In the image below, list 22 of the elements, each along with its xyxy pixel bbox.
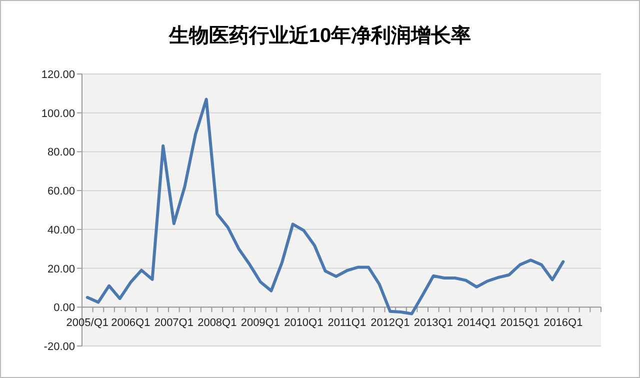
- y-tick-label: 40.00: [47, 224, 75, 236]
- x-tick-label: 2015Q1: [500, 317, 540, 330]
- x-tick-label: 2008Q1: [198, 317, 237, 330]
- y-tick-label: 0.00: [54, 302, 75, 314]
- x-tick-label: 2014Q1: [457, 317, 496, 330]
- x-tick-label: 2012Q1: [370, 317, 410, 330]
- line-series: [86, 98, 565, 316]
- x-tick-label: 2006Q1: [111, 317, 150, 330]
- x-tick-label: 2010Q1: [284, 317, 324, 330]
- y-tick-label: 60.00: [47, 186, 75, 198]
- y-tick-label: 20.00: [47, 263, 75, 276]
- x-tick-label: 2013Q1: [414, 317, 453, 330]
- chart-title: 生物医药行业近10年净利润增长率: [168, 24, 472, 47]
- y-tick-label: 120.00: [41, 69, 75, 81]
- y-tick-label: 100.00: [41, 108, 75, 120]
- y-tick-label: 80.00: [47, 146, 75, 159]
- x-tick-label: 2016Q1: [544, 317, 583, 330]
- x-tick-label: 2007Q1: [154, 317, 194, 330]
- x-tick-label: 2011Q1: [328, 317, 366, 330]
- x-tick-label: 2005/Q1: [66, 317, 109, 330]
- y-tick-label: -20.00: [44, 341, 75, 353]
- x-tick-label: 2009Q1: [240, 317, 280, 330]
